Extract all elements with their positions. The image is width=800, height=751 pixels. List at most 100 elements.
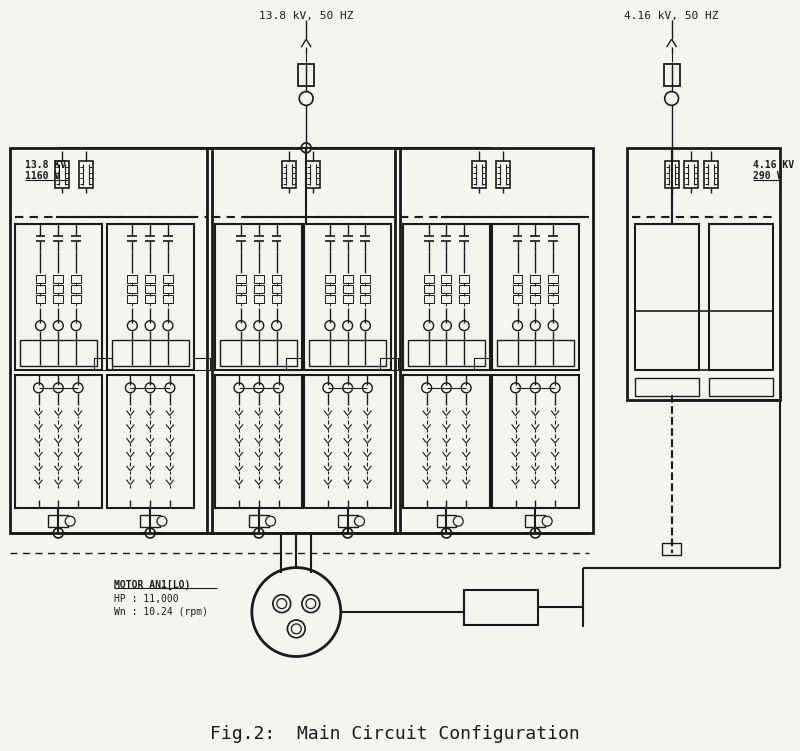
Bar (71, 295, 81, 303)
Bar (408, 340, 485, 366)
Circle shape (274, 383, 283, 393)
Circle shape (325, 321, 335, 330)
Bar (163, 285, 173, 293)
Circle shape (442, 383, 451, 393)
Bar (236, 285, 246, 293)
Bar (709, 224, 774, 370)
Bar (442, 295, 451, 303)
Bar (94, 358, 112, 370)
Bar (424, 285, 434, 293)
Circle shape (548, 321, 558, 330)
Bar (361, 295, 370, 303)
Bar (513, 285, 522, 293)
Bar (548, 295, 558, 303)
Circle shape (165, 383, 175, 393)
Circle shape (530, 383, 540, 393)
Bar (298, 64, 314, 86)
Bar (530, 295, 540, 303)
Text: 1160 V: 1160 V (25, 171, 60, 182)
Bar (106, 375, 194, 508)
Bar (236, 276, 246, 283)
Bar (497, 340, 574, 366)
Circle shape (273, 595, 290, 613)
Bar (54, 285, 63, 293)
Circle shape (454, 516, 463, 526)
Bar (442, 285, 451, 293)
Bar (127, 295, 138, 303)
Bar (254, 276, 264, 283)
Bar (220, 340, 298, 366)
Bar (163, 276, 173, 283)
Bar (342, 285, 353, 293)
Circle shape (65, 516, 75, 526)
Circle shape (302, 143, 311, 152)
Bar (635, 224, 699, 370)
Bar (627, 148, 780, 400)
Bar (306, 161, 320, 189)
Circle shape (254, 383, 264, 393)
Text: HP : 11,000: HP : 11,000 (114, 594, 178, 605)
Bar (704, 161, 718, 189)
Bar (304, 375, 391, 508)
Circle shape (442, 528, 451, 538)
Circle shape (163, 321, 173, 330)
Circle shape (145, 321, 155, 330)
Bar (709, 378, 774, 396)
Circle shape (513, 321, 522, 330)
Bar (55, 161, 69, 189)
Bar (664, 64, 679, 86)
Circle shape (291, 624, 302, 634)
Bar (635, 311, 774, 370)
Circle shape (54, 383, 63, 393)
Bar (437, 515, 456, 527)
Circle shape (510, 383, 521, 393)
Bar (140, 515, 160, 527)
Circle shape (266, 516, 275, 526)
Bar (492, 375, 578, 508)
Bar (272, 276, 282, 283)
Circle shape (362, 383, 372, 393)
Bar (474, 358, 492, 370)
Circle shape (126, 383, 135, 393)
Bar (215, 224, 302, 370)
Bar (71, 276, 81, 283)
Bar (635, 378, 699, 396)
Bar (380, 358, 398, 370)
Bar (106, 224, 194, 370)
Bar (325, 276, 335, 283)
Bar (342, 276, 353, 283)
Bar (127, 285, 138, 293)
Bar (15, 224, 102, 370)
Bar (548, 285, 558, 293)
Bar (459, 295, 469, 303)
Bar (513, 276, 522, 283)
Bar (48, 515, 68, 527)
Circle shape (665, 92, 678, 105)
Bar (472, 161, 486, 189)
Bar (286, 358, 304, 370)
Bar (685, 161, 698, 189)
Circle shape (252, 568, 341, 656)
Bar (403, 375, 490, 508)
Circle shape (71, 321, 81, 330)
Bar (424, 276, 434, 283)
Bar (272, 295, 282, 303)
Text: MOTOR AN1[LO): MOTOR AN1[LO) (114, 579, 190, 590)
Circle shape (145, 383, 155, 393)
Bar (112, 340, 189, 366)
Bar (530, 285, 540, 293)
Circle shape (342, 528, 353, 538)
Bar (442, 276, 451, 283)
Bar (459, 285, 469, 293)
Text: 13.8 kV, 50 HZ: 13.8 kV, 50 HZ (259, 11, 354, 22)
Bar (548, 276, 558, 283)
Circle shape (323, 383, 333, 393)
Text: Fig.2:  Main Circuit Configuration: Fig.2: Main Circuit Configuration (210, 725, 580, 743)
Bar (254, 295, 264, 303)
Bar (342, 295, 353, 303)
Bar (254, 285, 264, 293)
Bar (464, 590, 538, 625)
Bar (10, 148, 212, 533)
Circle shape (287, 620, 305, 638)
Bar (163, 295, 173, 303)
